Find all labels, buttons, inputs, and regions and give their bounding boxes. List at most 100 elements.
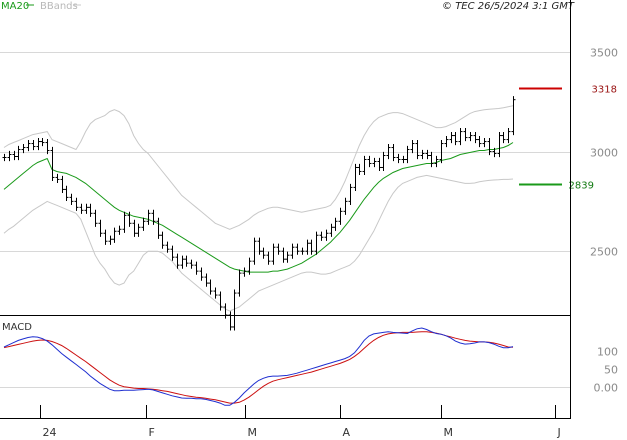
price-bar xyxy=(410,139,415,154)
price-bar xyxy=(357,163,362,176)
price-bar xyxy=(305,239,310,255)
price-bar xyxy=(506,127,511,144)
price-bar xyxy=(511,96,516,136)
price-bar xyxy=(444,135,449,148)
price-bar xyxy=(7,150,12,162)
price-y-tick-label: 3500 xyxy=(590,47,618,60)
price-bar xyxy=(439,139,444,164)
chart-header: MA20 BBands © TEC 26/5/2024 3:1 GMT xyxy=(1,1,575,12)
price-bar xyxy=(381,151,386,172)
price-bar xyxy=(213,287,218,299)
price-bar xyxy=(257,237,262,255)
price-bar xyxy=(208,279,213,295)
price-bar xyxy=(425,149,430,160)
support-level-label: 2839 xyxy=(569,181,594,192)
price-bars-layer xyxy=(2,96,516,331)
price-bar xyxy=(69,193,74,205)
price-bar xyxy=(40,137,45,147)
price-bar xyxy=(353,163,358,191)
price-bar xyxy=(136,223,141,237)
price-bar xyxy=(84,203,89,214)
price-bar xyxy=(276,243,281,255)
price-bar xyxy=(98,219,103,237)
x-axis: 24 F M A M J xyxy=(40,405,561,439)
price-bar xyxy=(2,153,7,162)
ma20-legend-label: MA20 xyxy=(1,1,29,12)
price-bar xyxy=(151,209,156,225)
price-bar xyxy=(242,267,247,277)
price-bar xyxy=(194,261,199,275)
price-bar xyxy=(127,211,132,227)
price-bar xyxy=(333,217,338,231)
price-bar xyxy=(117,225,122,235)
price-bar xyxy=(401,155,406,164)
price-y-tick-label: 2500 xyxy=(590,246,618,259)
price-bar xyxy=(112,227,117,243)
x-axis-tick-label: M xyxy=(248,426,258,439)
price-bar xyxy=(449,131,454,144)
price-bar xyxy=(415,139,420,160)
price-bar xyxy=(314,231,319,255)
x-axis-tick-label: F xyxy=(149,426,155,439)
price-bar xyxy=(141,217,146,231)
price-bar xyxy=(261,247,266,259)
price-bar xyxy=(170,245,175,261)
price-bar xyxy=(497,131,502,158)
price-bar xyxy=(165,241,170,253)
price-bar xyxy=(180,255,185,269)
price-bar xyxy=(160,231,165,249)
price-bar xyxy=(343,197,348,215)
price-bar xyxy=(21,143,26,154)
price-bar xyxy=(458,127,463,146)
copyright-credit: © TEC 26/5/2024 3:1 GMT xyxy=(442,1,575,12)
price-bar xyxy=(156,217,161,239)
price-bar xyxy=(12,150,17,161)
price-bar xyxy=(487,137,492,156)
price-bar xyxy=(482,137,487,148)
macd-y-tick-label: 100 xyxy=(597,346,618,359)
price-bar xyxy=(281,247,286,263)
price-bar xyxy=(204,273,209,287)
price-bar xyxy=(237,269,242,297)
x-axis-tick-label: A xyxy=(343,426,351,439)
x-axis-tick-label: J xyxy=(557,426,561,439)
price-panel: 3318 2839 2500 3000 3500 xyxy=(0,47,618,331)
price-bar xyxy=(338,207,343,225)
price-bar xyxy=(266,251,271,265)
macd-signal-line xyxy=(3,331,514,404)
price-bar xyxy=(405,145,410,164)
price-bar xyxy=(473,131,478,144)
bbands-layer xyxy=(3,105,514,312)
price-grid xyxy=(0,52,570,252)
price-bar xyxy=(362,155,367,176)
price-bar xyxy=(64,185,69,201)
price-bar xyxy=(386,143,391,160)
price-bar xyxy=(103,229,108,245)
price-bar xyxy=(184,255,189,267)
price-bar xyxy=(55,173,60,184)
macd-y-tick-label: 0.00 xyxy=(594,382,619,395)
bbands-lower-line xyxy=(3,174,514,312)
price-bar xyxy=(218,291,223,311)
price-bar xyxy=(175,253,180,269)
price-bar xyxy=(146,209,151,225)
resistance-level-label: 3318 xyxy=(592,85,617,96)
macd-line xyxy=(3,327,514,406)
price-bar xyxy=(189,259,194,269)
ma20-layer xyxy=(3,142,514,273)
price-bar xyxy=(453,131,458,146)
price-bar xyxy=(93,209,98,227)
price-bar xyxy=(367,155,372,168)
macd-panel: MACD 100 50 0.00 xyxy=(0,322,619,406)
price-bar xyxy=(122,211,127,233)
price-bar xyxy=(372,157,377,168)
price-bar xyxy=(285,251,290,263)
price-bar xyxy=(31,139,36,151)
price-bar xyxy=(329,223,334,237)
price-bar xyxy=(36,137,41,151)
x-axis-tick-label: 24 xyxy=(43,426,57,439)
price-bar xyxy=(429,151,434,168)
price-bar xyxy=(468,131,473,142)
